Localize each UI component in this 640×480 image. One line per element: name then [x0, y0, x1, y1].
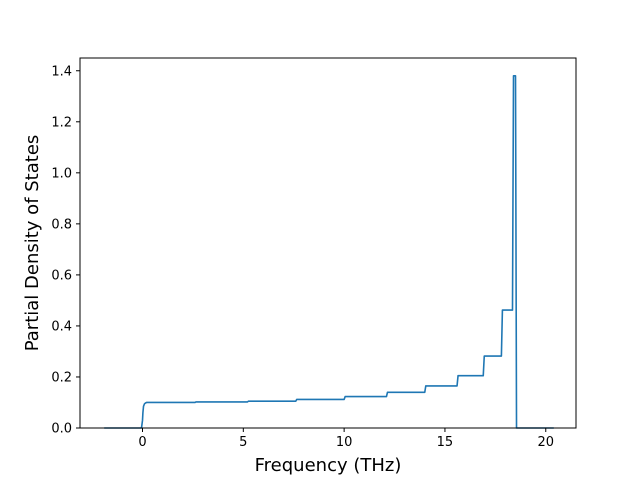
- x-axis-ticks: 0 5 10 15 20: [138, 428, 554, 450]
- x-tick-label: 0: [138, 435, 146, 450]
- y-tick-label: 0.8: [51, 217, 72, 232]
- series-layer: [104, 75, 554, 429]
- x-axis-label: Frequency (THz): [255, 455, 402, 476]
- y-tick-label: 1.0: [51, 166, 72, 181]
- y-tick-label: 1.2: [51, 115, 72, 130]
- y-tick-label: 0.0: [51, 422, 72, 437]
- y-axis-ticks: 0.0 0.2 0.4 0.6 0.8 1.0 1.2 1.4: [51, 64, 80, 437]
- x-tick-label: 15: [437, 435, 454, 450]
- y-tick-label: 0.6: [51, 268, 72, 283]
- y-tick-label: 1.4: [51, 64, 72, 79]
- y-tick-label: 0.2: [51, 370, 72, 385]
- series-line-0: [104, 75, 554, 429]
- y-axis-label: Partial Density of States: [22, 135, 43, 352]
- plot-area: [80, 58, 576, 428]
- x-tick-label: 10: [336, 435, 353, 450]
- x-tick-label: 5: [239, 435, 247, 450]
- y-tick-label: 0.4: [51, 319, 72, 334]
- x-tick-label: 20: [537, 435, 554, 450]
- plot-frame: [79, 57, 577, 429]
